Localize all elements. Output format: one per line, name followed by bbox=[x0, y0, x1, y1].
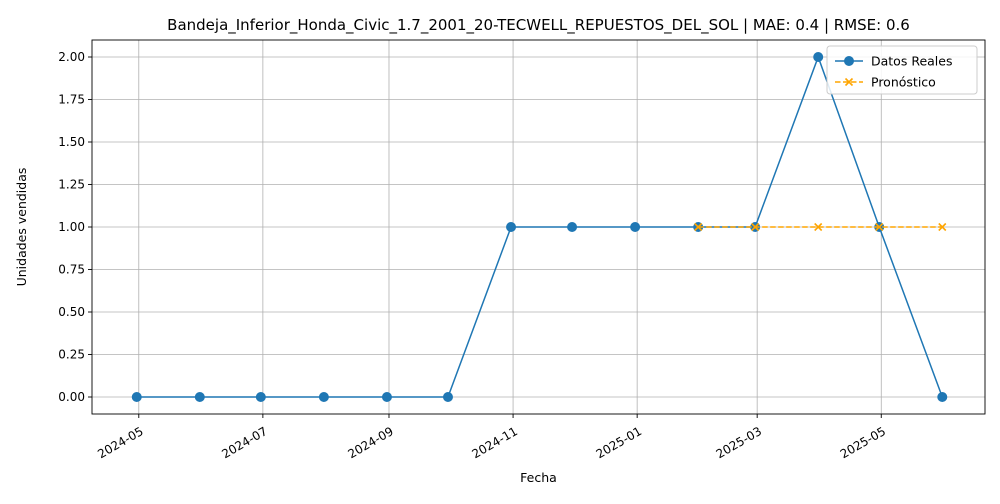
actual-data-point bbox=[318, 392, 329, 402]
x-tick-label: 2025-01 bbox=[594, 424, 644, 461]
forecast-data-point bbox=[814, 222, 823, 232]
legend-item-pronostico: Pronóstico bbox=[835, 75, 936, 90]
x-tick-label: 2025-05 bbox=[838, 424, 888, 461]
y-tick-label: 0.50 bbox=[58, 305, 85, 319]
actual-data-point bbox=[255, 392, 266, 402]
series-pronostico bbox=[694, 222, 947, 232]
x-tick-label: 2024-09 bbox=[345, 424, 395, 461]
y-tick-label: 0.00 bbox=[58, 390, 85, 404]
legend-box bbox=[826, 45, 978, 95]
actual-data-point bbox=[442, 392, 453, 402]
y-axis-label: Unidades vendidas bbox=[14, 168, 29, 287]
actual-data-point bbox=[937, 392, 948, 402]
y-tick-label: 0.75 bbox=[58, 263, 85, 277]
x-tick-label: 2024-05 bbox=[95, 424, 145, 461]
x-axis-label: Fecha bbox=[520, 470, 557, 485]
forecast-data-point bbox=[875, 222, 884, 232]
y-tick-label: 1.75 bbox=[58, 93, 85, 107]
legend-item-datos-reales: Datos Reales bbox=[835, 54, 952, 69]
y-tick-label: 1.00 bbox=[58, 220, 85, 234]
actual-data-point bbox=[844, 56, 854, 66]
y-tick-label: 1.50 bbox=[58, 135, 85, 149]
legend-label: Datos Reales bbox=[871, 54, 952, 69]
series-layer bbox=[131, 52, 948, 402]
actual-data-point bbox=[567, 222, 578, 232]
forecast-data-point bbox=[844, 77, 854, 87]
axis-ticks: 2024-05 2024-07 2024-09 2024-11 2025-01 2025-… bbox=[58, 50, 888, 461]
actual-data-point bbox=[131, 392, 142, 402]
actual-data-point bbox=[813, 52, 824, 62]
actual-data-point bbox=[506, 222, 517, 232]
x-tick-label: 2024-07 bbox=[219, 424, 269, 461]
forecast-data-point bbox=[938, 222, 947, 232]
actual-line bbox=[136, 54, 943, 398]
legend: Datos Reales Pronóstico bbox=[826, 45, 978, 95]
y-tick-label: 0.25 bbox=[58, 348, 85, 362]
grid bbox=[92, 40, 985, 414]
x-tick-label: 2025-03 bbox=[714, 424, 764, 461]
actual-data-point bbox=[381, 392, 392, 402]
forecast-data-point bbox=[694, 222, 703, 232]
actual-data-point bbox=[194, 392, 205, 402]
y-tick-label: 1.25 bbox=[58, 178, 85, 192]
forecast-data-point bbox=[751, 222, 760, 232]
y-tick-label: 2.00 bbox=[58, 50, 85, 64]
legend-label: Pronóstico bbox=[871, 75, 936, 90]
actual-data-point bbox=[630, 222, 641, 232]
x-tick-label: 2024-11 bbox=[470, 424, 520, 461]
chart-title: Bandeja_Inferior_Honda_Civic_1.7_2001_20… bbox=[167, 16, 910, 35]
